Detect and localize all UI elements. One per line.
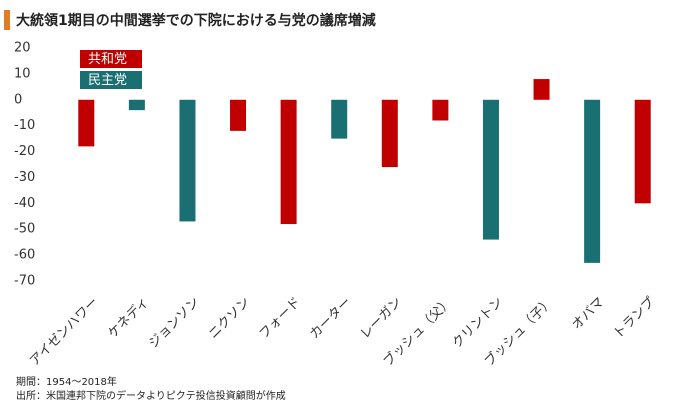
y-tick-label: -70 xyxy=(14,274,35,289)
legend-swatch xyxy=(80,71,142,89)
bar xyxy=(432,99,449,121)
bar xyxy=(230,99,247,131)
y-tick-label: 0 xyxy=(14,92,22,107)
bar xyxy=(280,99,297,225)
y-tick-label: 20 xyxy=(14,41,31,56)
bar xyxy=(128,99,145,111)
y-tick-label: 10 xyxy=(14,66,31,81)
y-tick-label: -40 xyxy=(14,196,35,211)
bar xyxy=(381,99,398,168)
title-accent xyxy=(4,10,10,30)
y-tick-label: -10 xyxy=(14,118,35,133)
bar xyxy=(584,99,601,263)
x-tick-label: レーガン xyxy=(358,295,405,342)
x-tick-label: カーター xyxy=(307,295,354,342)
x-tick-label: ニクソン xyxy=(206,295,253,342)
x-tick-label: オバマ xyxy=(569,295,607,333)
legend-label: 共和党 xyxy=(88,52,127,67)
bar xyxy=(533,79,550,100)
x-tick-label: アイゼンハワー xyxy=(27,295,102,370)
y-tick-label: -30 xyxy=(14,170,35,185)
bar xyxy=(634,99,651,204)
chart-title: 大統領1期目の中間選挙での下院における与党の議席増減 xyxy=(16,12,376,29)
y-tick-label: -60 xyxy=(14,248,35,263)
x-tick-label: ジョンソン xyxy=(146,295,203,352)
bar xyxy=(331,99,348,139)
y-tick-label: -50 xyxy=(14,222,35,237)
legend-swatch xyxy=(80,50,142,68)
x-tick-label: トランプ xyxy=(611,295,658,342)
note: 出所：米国連邦下院のデータよりピクテ投信投資顧問が作成 xyxy=(16,389,286,402)
note: 期間：1954～2018年 xyxy=(16,375,117,388)
bar xyxy=(78,99,95,147)
bar xyxy=(482,99,499,240)
legend-label: 民主党 xyxy=(88,73,127,88)
bar xyxy=(179,99,196,222)
x-tick-label: ケネディ xyxy=(105,294,152,341)
x-tick-label: フォード xyxy=(257,295,304,342)
y-tick-label: -20 xyxy=(14,144,35,159)
